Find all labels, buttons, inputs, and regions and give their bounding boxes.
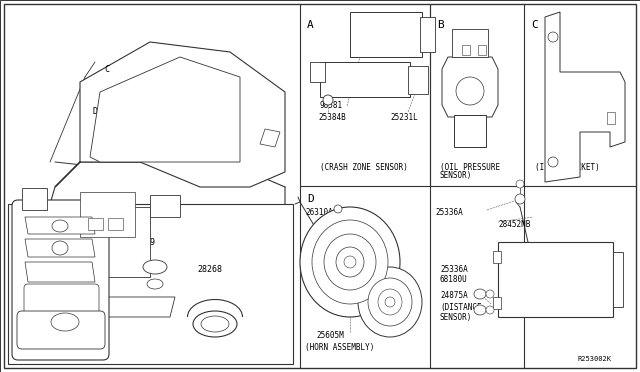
Ellipse shape bbox=[201, 316, 229, 332]
Ellipse shape bbox=[548, 157, 558, 167]
Polygon shape bbox=[260, 129, 280, 147]
FancyBboxPatch shape bbox=[12, 200, 109, 360]
Bar bbox=[80, 192, 135, 237]
Ellipse shape bbox=[486, 290, 494, 298]
Ellipse shape bbox=[358, 267, 422, 337]
Bar bbox=[8, 204, 293, 364]
Bar bbox=[350, 12, 422, 57]
Polygon shape bbox=[30, 162, 285, 322]
Ellipse shape bbox=[51, 313, 79, 331]
Text: 68180U: 68180U bbox=[440, 275, 468, 284]
Text: (CRASH ZONE SENSOR): (CRASH ZONE SENSOR) bbox=[320, 163, 408, 172]
Bar bbox=[108, 218, 123, 230]
Polygon shape bbox=[55, 42, 285, 187]
Ellipse shape bbox=[474, 305, 486, 315]
Ellipse shape bbox=[52, 220, 68, 232]
Bar bbox=[150, 195, 180, 217]
FancyBboxPatch shape bbox=[17, 311, 105, 349]
Bar bbox=[88, 218, 103, 230]
Ellipse shape bbox=[344, 256, 356, 268]
Text: 25384B: 25384B bbox=[318, 113, 346, 122]
Ellipse shape bbox=[312, 220, 388, 304]
Polygon shape bbox=[90, 57, 240, 162]
Text: 25231L: 25231L bbox=[390, 113, 418, 122]
Text: 25336A: 25336A bbox=[440, 265, 468, 274]
Bar bbox=[22, 188, 47, 210]
Text: 28485: 28485 bbox=[585, 93, 608, 102]
Text: (IPDM BRACKET): (IPDM BRACKET) bbox=[535, 163, 600, 172]
Ellipse shape bbox=[147, 279, 163, 289]
Ellipse shape bbox=[456, 77, 484, 105]
Bar bbox=[454, 115, 486, 147]
Bar bbox=[420, 17, 435, 52]
Text: 26310A: 26310A bbox=[305, 208, 333, 217]
Text: D: D bbox=[93, 108, 97, 116]
Text: B: B bbox=[437, 20, 444, 30]
Ellipse shape bbox=[385, 297, 395, 307]
Ellipse shape bbox=[336, 247, 364, 277]
Bar bbox=[498, 242, 613, 317]
Ellipse shape bbox=[368, 278, 412, 326]
Text: R253002K: R253002K bbox=[578, 356, 612, 362]
Ellipse shape bbox=[300, 207, 400, 317]
Bar bbox=[493, 251, 501, 263]
Polygon shape bbox=[310, 62, 325, 82]
Bar bbox=[320, 62, 410, 97]
Polygon shape bbox=[442, 57, 498, 117]
Ellipse shape bbox=[334, 205, 342, 213]
Ellipse shape bbox=[486, 306, 494, 314]
Polygon shape bbox=[25, 297, 175, 317]
Polygon shape bbox=[545, 12, 625, 182]
Ellipse shape bbox=[324, 234, 376, 290]
Polygon shape bbox=[25, 262, 95, 282]
Bar bbox=[408, 66, 428, 94]
Ellipse shape bbox=[474, 289, 486, 299]
Polygon shape bbox=[25, 217, 95, 234]
Text: 25605M: 25605M bbox=[316, 331, 344, 340]
Text: 98581: 98581 bbox=[319, 101, 342, 110]
Text: (DISTANCE: (DISTANCE bbox=[440, 303, 482, 312]
Text: A: A bbox=[307, 20, 314, 30]
Ellipse shape bbox=[143, 260, 167, 274]
Text: 28599: 28599 bbox=[130, 238, 155, 247]
Text: SENSOR): SENSOR) bbox=[440, 171, 472, 180]
Text: B: B bbox=[163, 330, 168, 339]
Ellipse shape bbox=[323, 95, 333, 105]
Ellipse shape bbox=[43, 308, 87, 336]
Bar bbox=[452, 29, 488, 57]
Text: 28268: 28268 bbox=[197, 265, 222, 274]
Text: 28437: 28437 bbox=[538, 245, 561, 254]
Text: 25070: 25070 bbox=[455, 138, 478, 147]
Bar bbox=[613, 252, 623, 307]
Text: 25336A: 25336A bbox=[435, 208, 463, 217]
FancyBboxPatch shape bbox=[24, 284, 99, 314]
Ellipse shape bbox=[516, 180, 524, 188]
Ellipse shape bbox=[515, 194, 525, 204]
Bar bbox=[40, 207, 150, 277]
Ellipse shape bbox=[378, 289, 402, 315]
Text: (HORN ASSEMBLY): (HORN ASSEMBLY) bbox=[305, 343, 374, 352]
Text: A: A bbox=[70, 330, 74, 339]
Text: (OIL PRESSURE: (OIL PRESSURE bbox=[440, 163, 500, 172]
Text: D: D bbox=[307, 194, 314, 204]
Text: 24875A: 24875A bbox=[440, 291, 468, 300]
Text: SENSOR): SENSOR) bbox=[440, 313, 472, 322]
Bar bbox=[462, 45, 470, 55]
Text: C: C bbox=[104, 64, 109, 74]
Bar bbox=[493, 297, 501, 309]
Text: C: C bbox=[531, 20, 538, 30]
Bar bbox=[607, 112, 615, 124]
Polygon shape bbox=[25, 239, 95, 257]
Ellipse shape bbox=[193, 311, 237, 337]
Text: 28452NB: 28452NB bbox=[498, 220, 531, 229]
Ellipse shape bbox=[548, 32, 558, 42]
Bar bbox=[478, 45, 486, 55]
Ellipse shape bbox=[52, 241, 68, 255]
